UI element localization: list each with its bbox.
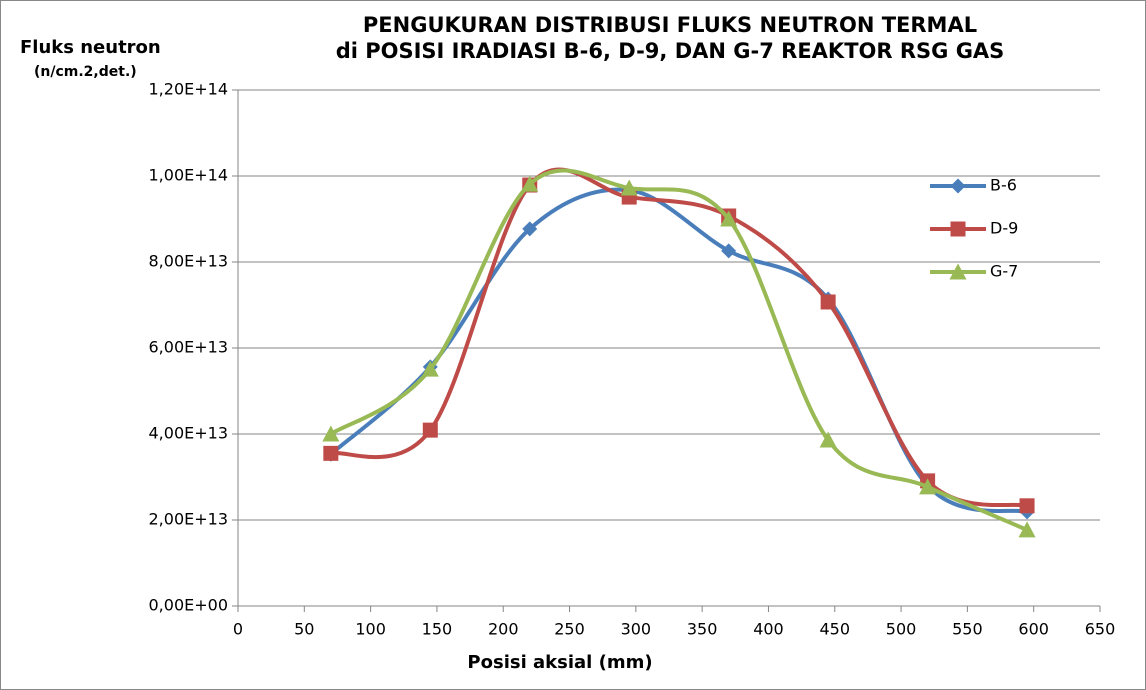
x-tick-label: 50 bbox=[294, 620, 314, 639]
marker bbox=[721, 243, 737, 259]
series-line bbox=[329, 168, 1028, 532]
x-tick-label: 250 bbox=[554, 620, 585, 639]
marker bbox=[1018, 521, 1036, 538]
marker bbox=[720, 210, 738, 227]
marker bbox=[422, 422, 438, 438]
x-tick-label: 300 bbox=[621, 620, 652, 639]
x-tick-label: 500 bbox=[886, 620, 917, 639]
x-tick-label: 600 bbox=[1018, 620, 1049, 639]
marker bbox=[323, 445, 339, 461]
marker bbox=[950, 221, 966, 237]
legend-label: D-9 bbox=[990, 219, 1018, 238]
y-tick-label: 0,00E+00 bbox=[149, 596, 229, 615]
marker bbox=[322, 425, 340, 442]
marker bbox=[919, 478, 937, 495]
y-tick-label: 4,00E+13 bbox=[149, 424, 229, 443]
marker bbox=[820, 294, 836, 310]
x-tick-label: 200 bbox=[488, 620, 519, 639]
x-tick-label: 650 bbox=[1085, 620, 1116, 639]
x-tick-label: 550 bbox=[952, 620, 983, 639]
marker bbox=[522, 221, 538, 237]
y-tick-label: 2,00E+13 bbox=[149, 510, 229, 529]
marker bbox=[620, 179, 638, 196]
x-axis-label: Posisi aksial (mm) bbox=[467, 652, 652, 673]
y-axis-label: Fluks neutron bbox=[20, 37, 161, 58]
y-axis-label: (n/cm.2,det.) bbox=[34, 64, 137, 80]
series-line bbox=[330, 167, 1028, 508]
x-tick-label: 450 bbox=[819, 620, 850, 639]
chart-title: PENGUKURAN DISTRIBUSI FLUKS NEUTRON TERM… bbox=[363, 13, 977, 37]
x-tick-label: 150 bbox=[422, 620, 453, 639]
marker bbox=[521, 175, 539, 192]
marker bbox=[950, 178, 966, 194]
marker bbox=[1019, 498, 1035, 514]
y-tick-label: 6,00E+13 bbox=[149, 338, 229, 357]
marker bbox=[819, 431, 837, 448]
y-tick-label: 1,00E+14 bbox=[149, 166, 229, 185]
y-tick-label: 1,20E+14 bbox=[149, 80, 229, 99]
marker bbox=[421, 360, 439, 377]
x-tick-label: 0 bbox=[233, 620, 243, 639]
chart-title: di POSISI IRADIASI B-6, D-9, DAN G-7 REA… bbox=[336, 39, 1005, 63]
x-tick-label: 100 bbox=[355, 620, 386, 639]
y-tick-label: 8,00E+13 bbox=[149, 252, 229, 271]
marker bbox=[949, 263, 967, 280]
legend-label: G-7 bbox=[990, 262, 1018, 281]
x-tick-label: 350 bbox=[687, 620, 718, 639]
legend-label: B-6 bbox=[990, 176, 1017, 195]
x-tick-label: 400 bbox=[753, 620, 784, 639]
